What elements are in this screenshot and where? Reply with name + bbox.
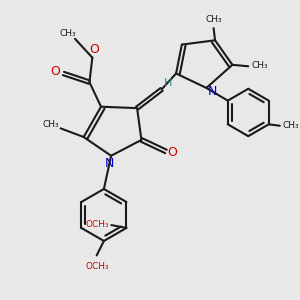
Text: N: N (208, 85, 218, 98)
Text: O: O (89, 43, 99, 56)
Text: OCH₃: OCH₃ (86, 262, 109, 271)
Text: O: O (167, 146, 177, 159)
Text: OCH₃: OCH₃ (86, 220, 109, 229)
Text: CH₃: CH₃ (59, 28, 76, 38)
Text: CH₃: CH₃ (205, 15, 222, 24)
Text: CH₃: CH₃ (43, 120, 59, 129)
Text: N: N (105, 158, 114, 170)
Text: CH₃: CH₃ (283, 121, 300, 130)
Text: CH₃: CH₃ (251, 61, 268, 70)
Text: H: H (164, 78, 172, 88)
Text: O: O (51, 65, 61, 78)
